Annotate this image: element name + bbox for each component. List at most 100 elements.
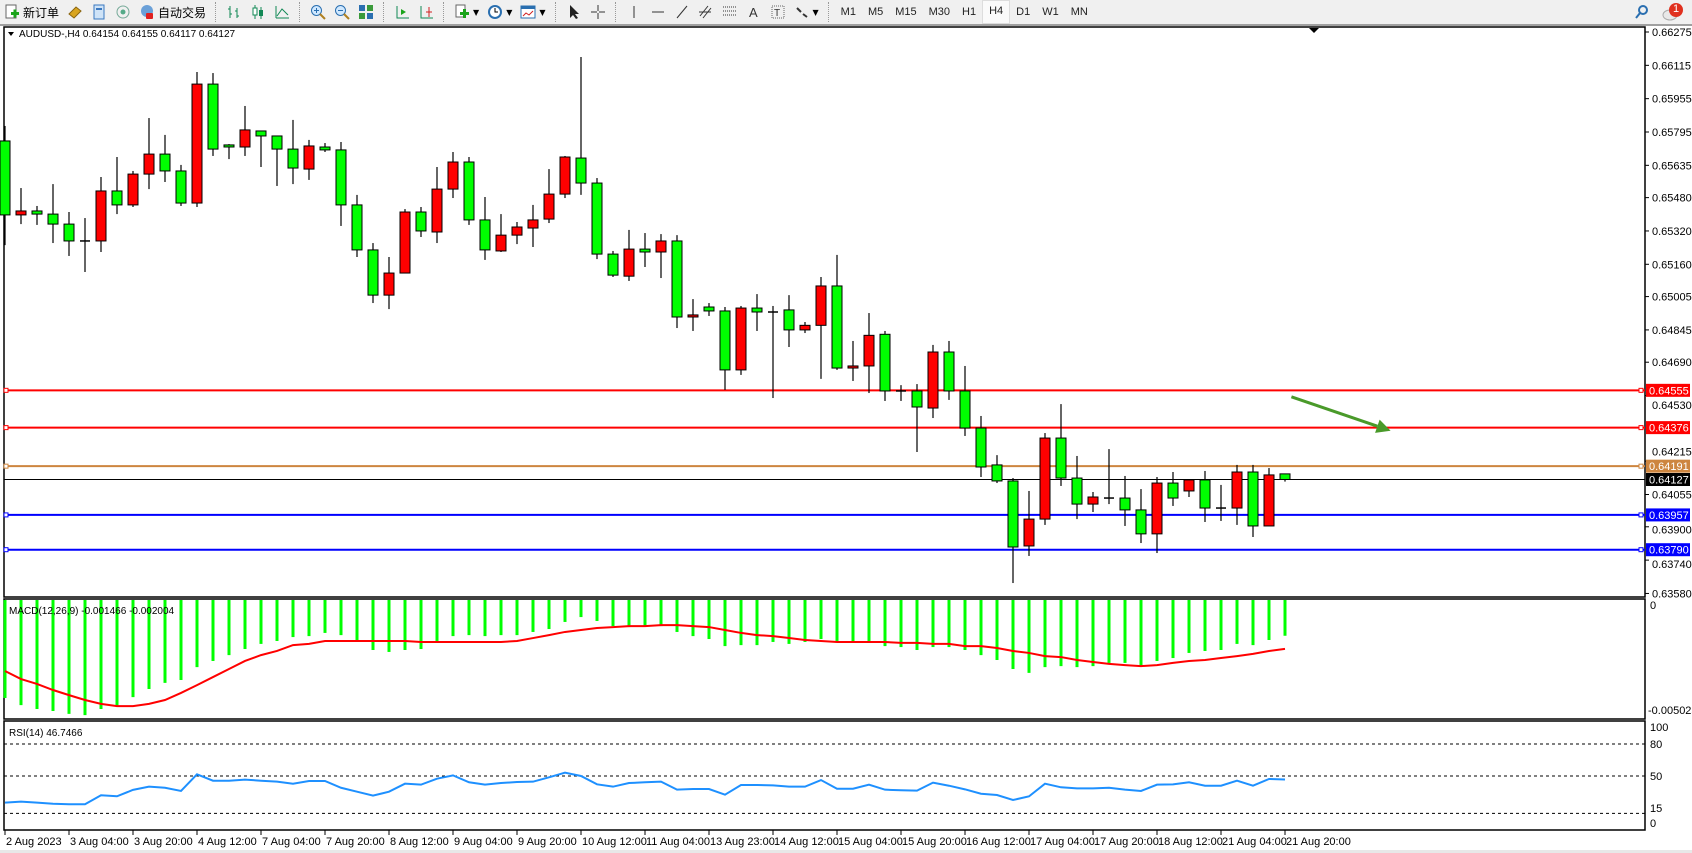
- crosshair-icon: [590, 4, 606, 20]
- auto-trading-button[interactable]: 自动交易: [135, 1, 210, 23]
- search-icon[interactable]: [1634, 4, 1650, 20]
- rsi-frame: [3, 720, 1646, 831]
- chart-shift-button[interactable]: [414, 1, 438, 23]
- candle-body: [639, 248, 651, 253]
- candle-body: [207, 83, 219, 150]
- arrows-tool-button[interactable]: ▼: [790, 1, 823, 23]
- zoom-out-icon: [334, 4, 350, 20]
- add-indicator-icon: [454, 4, 470, 20]
- timeframe-w1[interactable]: W1: [1042, 6, 1059, 18]
- candle-body: [671, 240, 683, 318]
- notifications-button[interactable]: 1: [1662, 2, 1684, 22]
- symbol-ohlc-info: AUDUSD-,H4 0.64154 0.64155 0.64117 0.641…: [19, 29, 236, 40]
- zoom-in-icon: [310, 4, 326, 20]
- time-tick-label: 16 Aug 12:00: [966, 836, 1031, 848]
- vertical-line-tool-button[interactable]: [622, 1, 646, 23]
- chart-shift-marker-icon[interactable]: [1309, 28, 1319, 33]
- line-chart-icon: [274, 4, 290, 20]
- macd-axis-label: -0.005025: [1648, 705, 1692, 717]
- candle-body: [351, 204, 363, 251]
- candle-body: [863, 334, 875, 367]
- templates-button[interactable]: ▼: [516, 1, 549, 23]
- market-watch-button[interactable]: [63, 1, 87, 23]
- price-label-box: [1646, 459, 1690, 473]
- timeframe-m1[interactable]: M1: [840, 6, 856, 18]
- auto-scroll-button[interactable]: [390, 1, 414, 23]
- rsi-label: RSI(14) 46.7466: [9, 728, 83, 739]
- line-handle-left: [3, 547, 9, 553]
- candle-body: [511, 226, 523, 236]
- candle-body: [47, 213, 59, 225]
- chevron-down-icon: ▼: [812, 7, 819, 17]
- line-handle-right: [1638, 425, 1644, 431]
- line-handle-right: [1638, 463, 1644, 469]
- cursor-tool-button[interactable]: [562, 1, 586, 23]
- horizontal-line-tool-button[interactable]: [646, 1, 670, 23]
- time-tick-label: 9 Aug 20:00: [518, 836, 577, 848]
- text-icon: A: [746, 4, 762, 20]
- time-tick-label: 15 Aug 20:00: [902, 836, 967, 848]
- equidistant-channel-tool-button[interactable]: [694, 1, 718, 23]
- time-tick-label: 8 Aug 12:00: [390, 836, 449, 848]
- data-window-button[interactable]: [87, 1, 111, 23]
- price-label-value: 0.64191: [1649, 461, 1689, 473]
- zoom-in-button[interactable]: [306, 1, 330, 23]
- tile-windows-button[interactable]: [354, 1, 378, 23]
- trendline-tool-button[interactable]: [670, 1, 694, 23]
- line-chart-button[interactable]: [270, 1, 294, 23]
- timeframe-mn[interactable]: MN: [1070, 6, 1088, 18]
- candle-body: [495, 234, 507, 252]
- price-tick-label: 0.64215: [1652, 447, 1692, 459]
- time-tick-label: 3 Aug 04:00: [70, 836, 129, 848]
- candle-body: [975, 427, 987, 468]
- zoom-out-button[interactable]: [330, 1, 354, 23]
- timeframe-m5[interactable]: M5: [867, 6, 884, 18]
- new-order-icon: [4, 4, 20, 20]
- candle-body: [335, 149, 347, 206]
- fibonacci-icon: [722, 4, 738, 20]
- candle-body: [1135, 509, 1147, 535]
- new-order-button[interactable]: 新订单: [0, 1, 63, 23]
- time-tick-label: 10 Aug 12:00: [582, 836, 647, 848]
- candle-body: [191, 83, 203, 204]
- gold-bars-icon: [67, 4, 83, 20]
- signals-button[interactable]: [111, 1, 135, 23]
- time-tick-label: 11 Aug 04:00: [646, 836, 710, 848]
- notification-badge: 1: [1673, 3, 1680, 15]
- bar-chart-button[interactable]: [222, 1, 246, 23]
- candlestick-icon: [250, 4, 266, 20]
- candlestick-chart-button[interactable]: [246, 1, 270, 23]
- annotations[interactable]: [1290, 395, 1391, 433]
- timeframe-d1[interactable]: D1: [1016, 6, 1031, 18]
- candle-body: [543, 193, 555, 220]
- symbol-dropdown-icon[interactable]: [8, 32, 14, 36]
- price-label-value: 0.63790: [1649, 545, 1689, 557]
- toolbar-separator: [614, 2, 617, 22]
- rsi-axis-label: 0: [1650, 818, 1656, 830]
- candle-body: [175, 170, 187, 204]
- indicators-button[interactable]: ▼: [450, 1, 483, 23]
- data-window-icon: [91, 4, 107, 20]
- chevron-down-icon: ▼: [539, 7, 546, 17]
- price-tick-label: 0.66275: [1652, 27, 1692, 39]
- candle-body: [783, 309, 795, 331]
- auto-trading-icon: [139, 4, 155, 20]
- price-tick-label: 0.63580: [1652, 588, 1692, 600]
- price-tick-label: 0.64055: [1652, 490, 1692, 502]
- candle-body: [1023, 518, 1035, 547]
- trend-arrow-line[interactable]: [1290, 395, 1378, 428]
- text-label-tool-button[interactable]: T: [766, 1, 790, 23]
- chat-bubble-icon: [1662, 3, 1683, 21]
- cursor-icon: [566, 4, 582, 20]
- timeframe-h1[interactable]: H1: [962, 6, 977, 18]
- crosshair-tool-button[interactable]: [586, 1, 610, 23]
- text-tool-button[interactable]: A: [742, 1, 766, 23]
- timeframe-m30[interactable]: M30: [928, 6, 951, 18]
- timeframe-h4[interactable]: H4: [982, 0, 1011, 24]
- timeframe-m15[interactable]: M15: [895, 6, 917, 18]
- horizontal-lines[interactable]: [3, 387, 1645, 553]
- fibonacci-tool-button[interactable]: [718, 1, 742, 23]
- periods-button[interactable]: ▼: [483, 1, 516, 23]
- chevron-down-icon: ▼: [506, 7, 513, 17]
